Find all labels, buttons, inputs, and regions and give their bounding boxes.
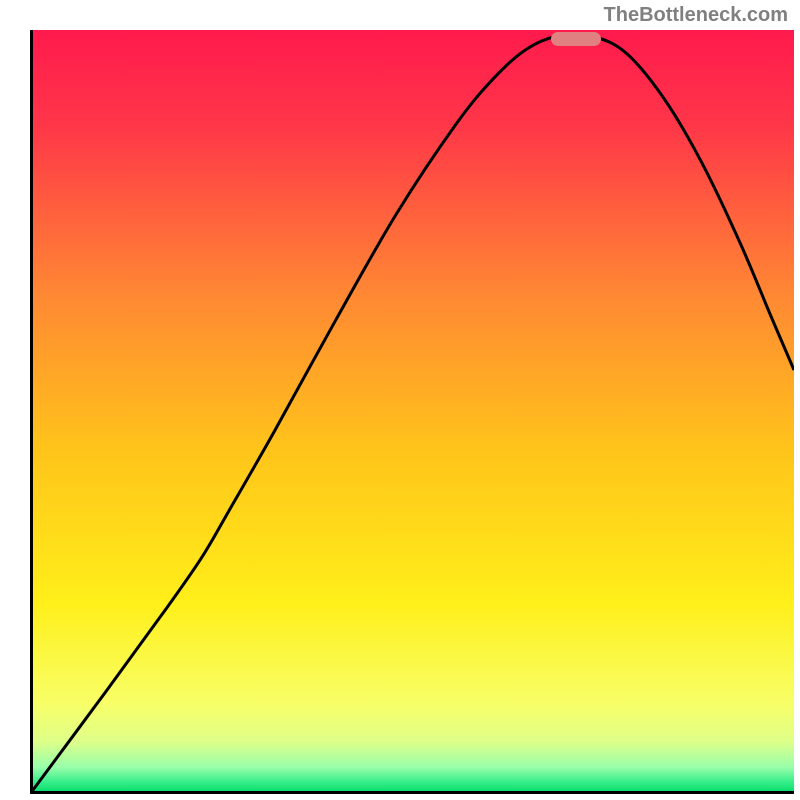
x-axis [30,791,794,794]
bottleneck-chart [30,30,794,794]
attribution-text: TheBottleneck.com [604,4,788,27]
y-axis [30,30,33,794]
optimal-marker [551,32,601,46]
bottleneck-curve [30,30,794,794]
